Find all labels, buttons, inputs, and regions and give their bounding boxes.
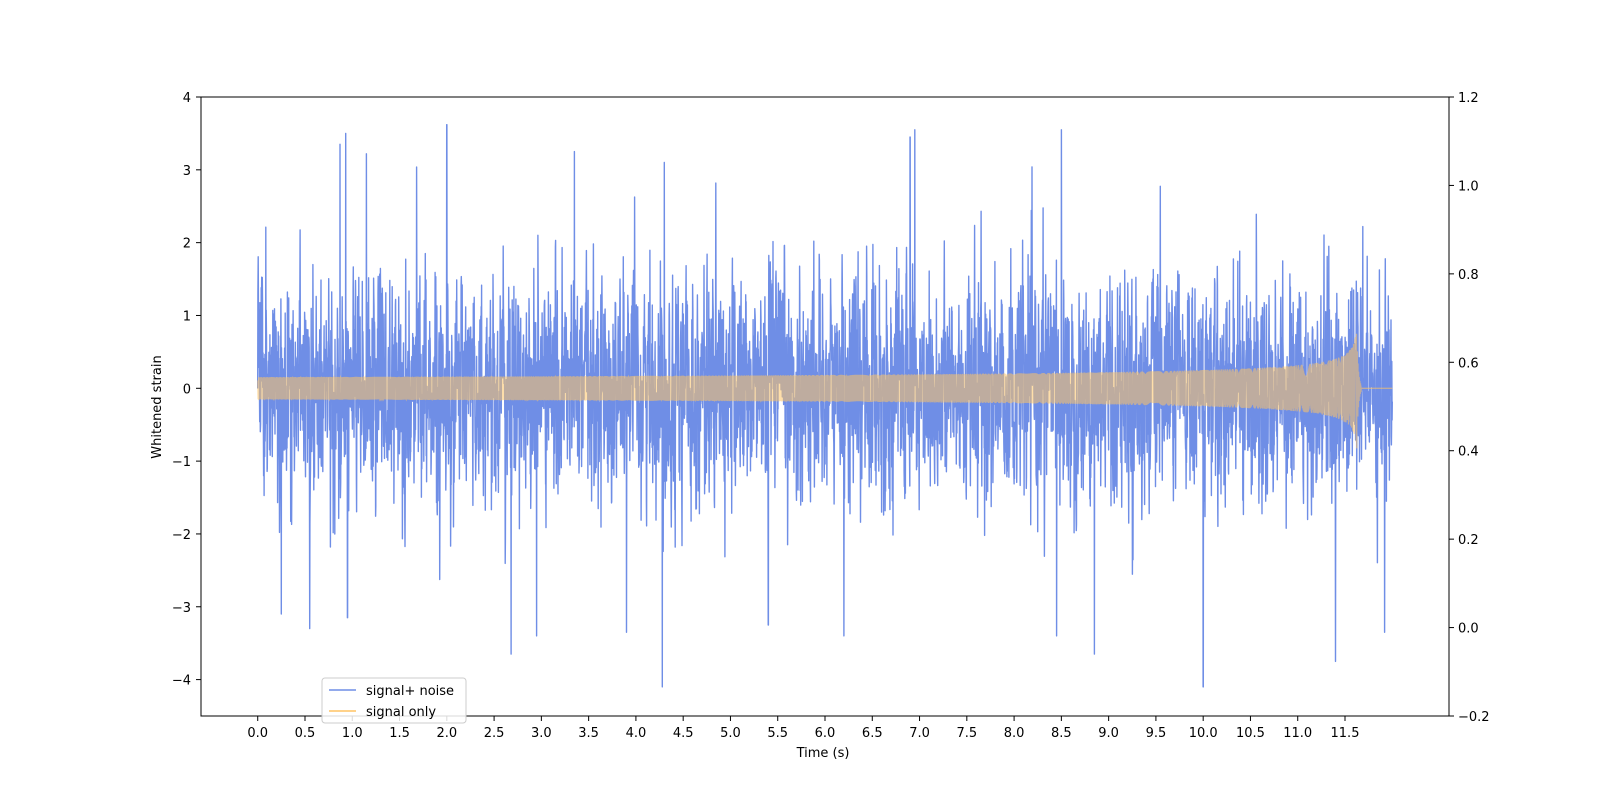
y2-tick-label: 1.0 [1458, 179, 1479, 194]
x-tick-label: 11.5 [1331, 726, 1360, 741]
x-tick-label: 5.0 [720, 726, 741, 741]
legend-label-signal-noise: signal+ noise [366, 684, 454, 699]
x-tick-label: 10.0 [1189, 726, 1218, 741]
legend-frame [321, 677, 467, 724]
y2-tick-label: −0.2 [1458, 710, 1490, 725]
y2-tick-label: 0.4 [1458, 445, 1479, 460]
x-tick-label: 6.5 [862, 726, 883, 741]
series-layer [257, 124, 1393, 688]
x-tick-label: 4.5 [673, 726, 694, 741]
x-tick-label: 0.5 [295, 726, 316, 741]
y-tick-label: 4 [183, 91, 191, 106]
x-tick-label: 5.5 [767, 726, 788, 741]
y-tick-label: 1 [183, 309, 191, 324]
y-tick-label: −1 [172, 455, 191, 470]
y2-tick-label: 0.0 [1458, 622, 1479, 637]
series-signal-noise-line [257, 124, 1393, 688]
y-tick-label: −3 [172, 601, 191, 616]
x-axis-label: Time (s) [796, 746, 850, 761]
y-tick-label: 2 [183, 237, 191, 252]
legend-label-signal-only: signal only [366, 705, 436, 720]
x-tick-label: 7.0 [909, 726, 930, 741]
x-tick-label: 0.0 [247, 726, 268, 741]
x-tick-label: 7.5 [956, 726, 977, 741]
y-axis-right: −0.2 0.0 0.2 0.4 0.6 0.8 1.0 1.2 [1449, 91, 1490, 725]
x-tick-label: 8.5 [1051, 726, 1072, 741]
x-tick-label: 4.0 [626, 726, 647, 741]
y2-tick-label: 0.6 [1458, 356, 1479, 371]
x-tick-label: 1.5 [389, 726, 410, 741]
x-tick-label: 6.0 [815, 726, 836, 741]
y-tick-label: −2 [172, 528, 191, 543]
x-tick-label: 11.0 [1283, 726, 1312, 741]
series-signal-only-line [257, 333, 1393, 449]
y-axis-label: Whitened strain [150, 355, 165, 458]
y-axis-left: −4 −3 −2 −1 0 1 2 3 4 [172, 91, 201, 689]
x-tick-label: 2.5 [484, 726, 505, 741]
x-tick-label: 1.0 [342, 726, 363, 741]
x-tick-label: 10.5 [1236, 726, 1265, 741]
x-tick-label: 3.0 [531, 726, 552, 741]
x-tick-label: 9.0 [1098, 726, 1119, 741]
y2-tick-label: 1.2 [1458, 91, 1479, 106]
y-tick-label: 3 [183, 164, 191, 179]
y2-tick-label: 0.2 [1458, 533, 1479, 548]
x-tick-label: 8.0 [1004, 726, 1025, 741]
x-tick-label: 9.5 [1146, 726, 1167, 741]
x-tick-label: 3.5 [578, 726, 599, 741]
y2-tick-label: 0.8 [1458, 268, 1479, 283]
y-tick-label: −4 [172, 674, 191, 689]
y-tick-label: 0 [183, 382, 191, 397]
x-axis: 0.0 0.5 1.0 1.5 2.0 2.5 3.0 3.5 4.0 4.5 5.0 5.5 6.0 6… [247, 716, 1359, 741]
legend: signal+ noise signal only [321, 677, 467, 724]
x-tick-label: 2.0 [436, 726, 457, 741]
